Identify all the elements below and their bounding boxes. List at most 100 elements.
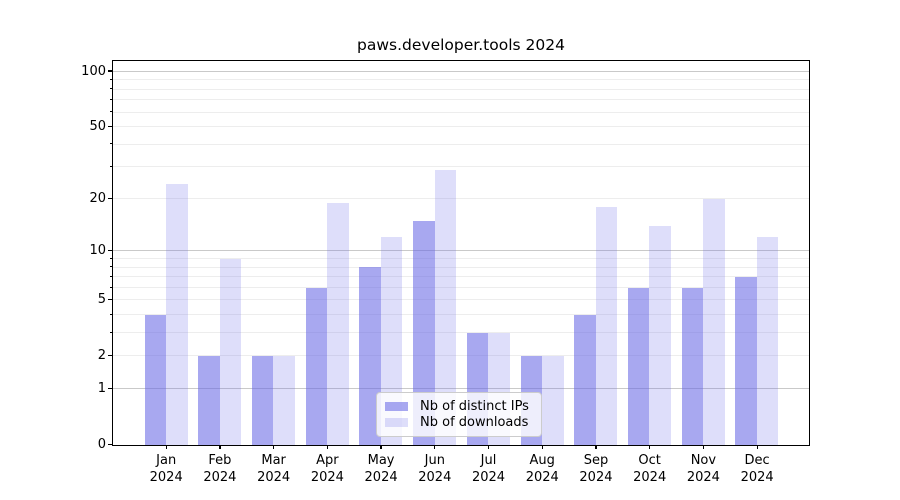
bar-nov-downloads <box>703 198 725 445</box>
x-axis-tick-label: Apr 2024 <box>310 453 344 485</box>
y-axis-minor-tick-mark <box>110 266 113 268</box>
bar-feb-distinct-ips <box>198 356 220 445</box>
y-axis-tick-mark <box>107 70 113 72</box>
bar-jan-downloads <box>166 184 188 445</box>
bar-nov-distinct-ips <box>681 287 704 445</box>
bar-oct-downloads <box>649 225 671 445</box>
minor-gridline <box>113 314 809 316</box>
legend-label-distinct-ips: Nb of distinct IPs <box>420 398 529 414</box>
minor-gridline <box>113 332 809 334</box>
bar-apr-distinct-ips <box>305 287 328 445</box>
legend-item-distinct-ips: Nb of distinct IPs <box>385 399 533 414</box>
bar-feb-downloads <box>219 258 242 445</box>
y-axis-minor-tick-mark <box>110 257 113 259</box>
bar-apr-downloads <box>327 202 349 445</box>
x-axis-tick-mark <box>541 444 543 450</box>
bar-oct-distinct-ips <box>627 287 650 445</box>
minor-gridline <box>113 197 809 199</box>
y-axis-tick-mark <box>107 125 113 127</box>
bar-dec-distinct-ips <box>735 276 757 445</box>
y-axis-minor-tick-mark <box>110 88 113 90</box>
y-axis-tick-mark <box>107 355 113 357</box>
x-axis-tick-mark <box>487 444 490 450</box>
minor-gridline <box>113 266 809 268</box>
y-axis-minor-tick-mark <box>110 286 113 288</box>
legend-item-downloads: Nb of downloads <box>385 415 533 430</box>
x-axis-tick-label: Aug 2024 <box>525 453 559 485</box>
x-axis-tick-label: Mar 2024 <box>257 453 291 485</box>
y-axis-minor-tick-mark <box>110 111 113 113</box>
x-axis-tick-label: Jun 2024 <box>418 453 452 485</box>
x-axis-tick-mark <box>165 444 167 450</box>
y-axis-minor-tick-mark <box>110 99 113 101</box>
y-axis-tick-label: 50 <box>89 118 106 134</box>
x-axis-tick-mark <box>595 444 597 450</box>
minor-gridline <box>113 99 809 101</box>
bar-mar-distinct-ips <box>251 356 274 445</box>
y-axis-tick-mark <box>107 444 113 446</box>
x-axis-tick-mark <box>273 444 275 450</box>
y-axis-minor-tick-mark <box>110 78 113 80</box>
x-axis-tick-label: Feb 2024 <box>203 453 237 485</box>
bar-dec-downloads <box>756 237 779 445</box>
x-axis-tick-mark <box>702 444 704 450</box>
y-axis-minor-tick-mark <box>110 331 113 333</box>
y-axis-tick-label: 2 <box>97 348 106 364</box>
y-axis-tick-label: 100 <box>81 63 106 79</box>
y-axis-minor-tick-mark <box>110 275 113 277</box>
y-axis-tick-label: 20 <box>89 190 106 206</box>
y-axis-tick-mark <box>107 249 113 252</box>
x-axis-tick-label: Oct 2024 <box>633 453 667 485</box>
minor-gridline <box>113 143 809 145</box>
distinct-ips-legend-swatch-icon <box>385 401 408 411</box>
bar-sep-downloads <box>595 206 618 445</box>
bar-jan-distinct-ips <box>144 314 166 445</box>
x-axis-tick-label: Sep 2024 <box>579 453 613 485</box>
bar-mar-downloads <box>273 356 295 445</box>
x-axis-tick-label: May 2024 <box>364 453 398 485</box>
major-gridline <box>113 70 809 72</box>
x-axis-tick-mark <box>326 444 328 450</box>
y-axis-tick-label: 0 <box>97 437 106 453</box>
minor-gridline <box>113 111 809 113</box>
minor-gridline <box>113 276 809 278</box>
major-gridline <box>113 250 809 252</box>
x-axis-tick-mark <box>756 444 758 450</box>
minor-gridline <box>113 126 809 128</box>
downloads-legend-swatch-icon <box>385 418 408 428</box>
minor-gridline <box>113 258 809 259</box>
x-axis-tick-mark <box>380 444 382 450</box>
minor-gridline <box>113 299 809 301</box>
y-axis-tick-label: 5 <box>97 292 106 308</box>
bar-aug-downloads <box>542 356 564 445</box>
x-axis-tick-mark <box>434 444 436 450</box>
legend-label-downloads: Nb of downloads <box>420 415 529 431</box>
bar-sep-distinct-ips <box>574 314 596 445</box>
minor-gridline <box>113 79 809 81</box>
x-axis-tick-label: Nov 2024 <box>686 453 720 485</box>
plot-area: Nb of distinct IPs Nb of downloads <box>112 60 810 446</box>
x-axis-tick-label: Dec 2024 <box>740 453 774 485</box>
x-axis-tick-mark <box>649 444 651 450</box>
y-axis-tick-mark <box>107 387 113 390</box>
bar-jun-distinct-ips <box>413 220 435 445</box>
legend: Nb of distinct IPs Nb of downloads <box>376 392 542 437</box>
chart-title: paws.developer.tools 2024 <box>357 36 565 54</box>
y-axis-minor-tick-mark <box>110 166 113 168</box>
y-axis-minor-tick-mark <box>110 143 113 145</box>
bar-jun-downloads <box>434 169 457 445</box>
x-axis-tick-label: Jan 2024 <box>149 453 183 485</box>
y-axis-tick-mark <box>107 197 113 199</box>
minor-gridline <box>113 166 809 168</box>
major-gridline <box>113 388 809 390</box>
x-axis-tick-label: Jul 2024 <box>471 453 506 485</box>
y-axis-tick-mark <box>107 298 113 301</box>
minor-gridline <box>113 355 809 357</box>
minor-gridline <box>113 286 809 288</box>
y-axis-tick-label: 1 <box>97 380 106 396</box>
y-axis-tick-label: 10 <box>89 242 106 258</box>
x-axis-tick-mark <box>219 444 221 450</box>
bar-may-distinct-ips <box>359 267 381 445</box>
y-axis-minor-tick-mark <box>110 313 113 315</box>
